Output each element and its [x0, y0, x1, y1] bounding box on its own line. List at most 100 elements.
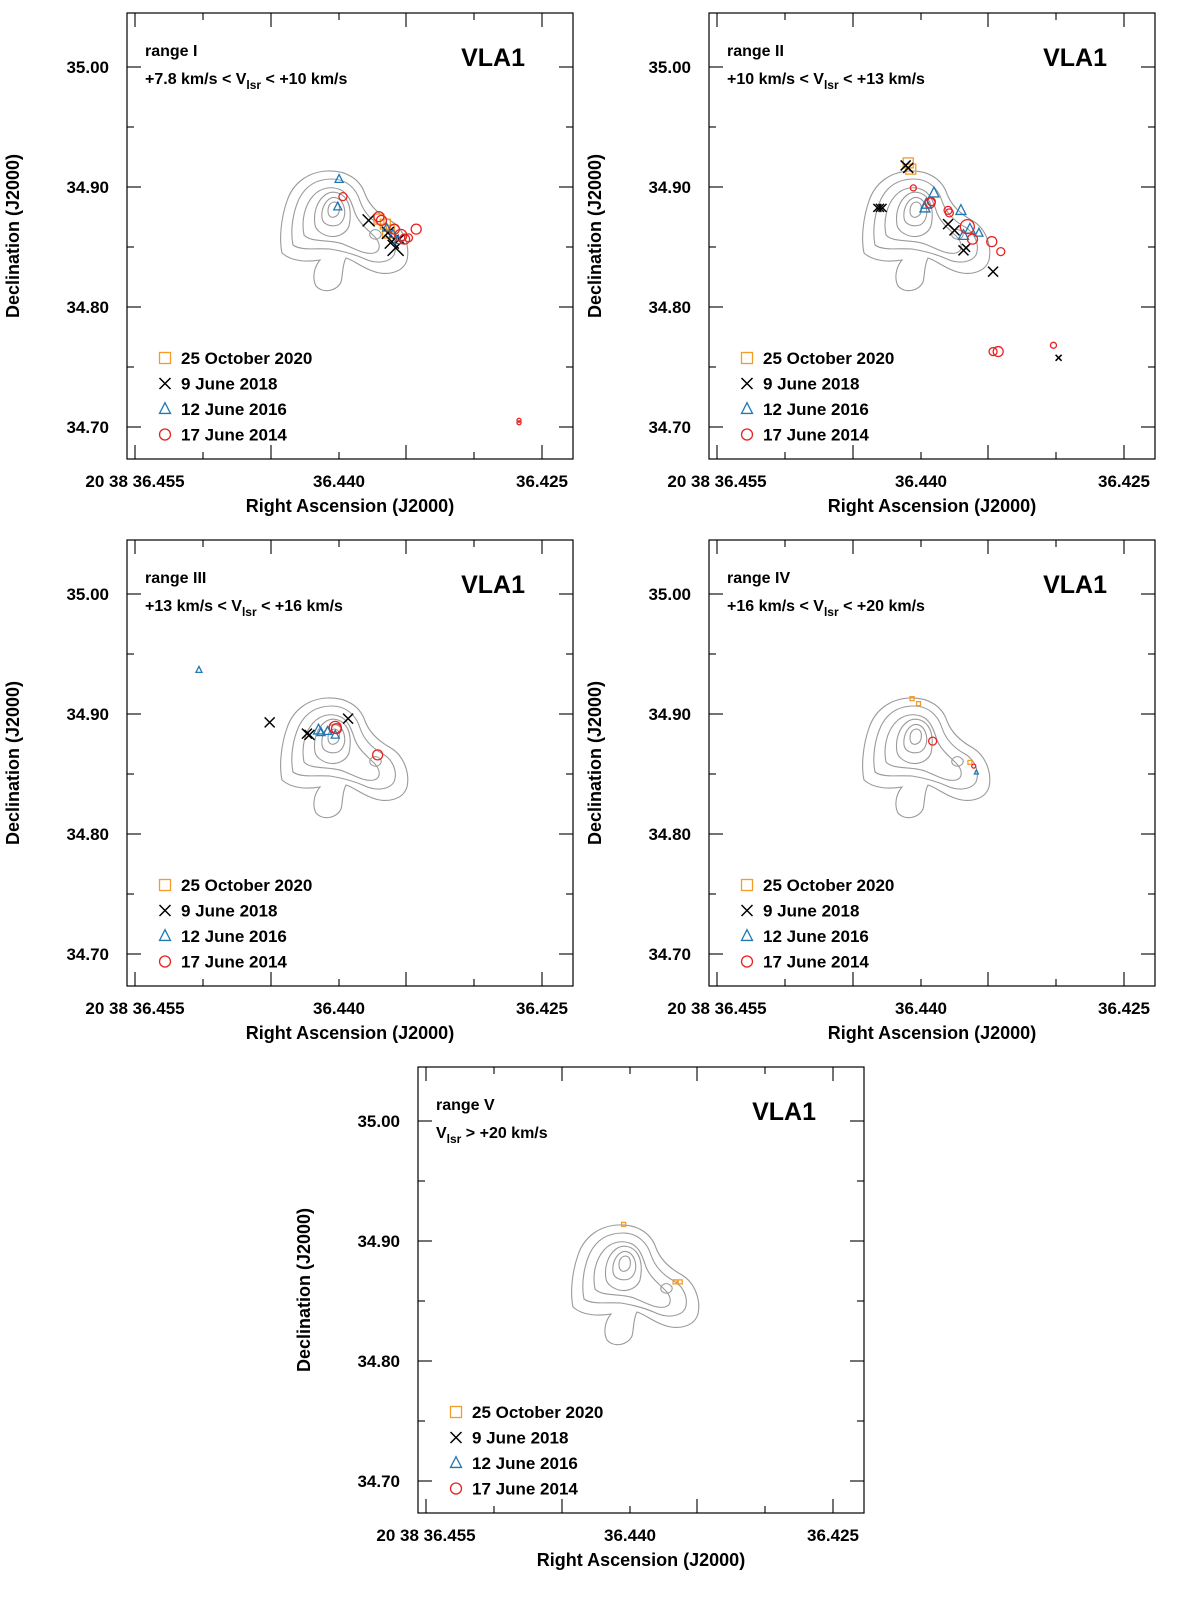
point-cross-2018 [1055, 354, 1063, 362]
legend-marker-circle [449, 1482, 463, 1495]
plot-frame [708, 12, 1156, 460]
point-square-2020 [677, 1279, 683, 1285]
y-axis-title: Declination (J2000) [3, 154, 23, 318]
y-tick-label: 34.80 [357, 1352, 400, 1371]
x-tick-label: 20 38 36.455 [85, 999, 184, 1018]
range-label: range V [436, 1097, 495, 1114]
point-cross-2018 [264, 716, 276, 728]
point-cross-2018 [877, 203, 888, 213]
contour-2 [873, 178, 978, 263]
plot-frame [417, 1066, 865, 1514]
point-triangle-2016 [957, 228, 970, 241]
velocity-range-sub: lsr [242, 605, 257, 619]
contour-map [862, 170, 991, 292]
legend-label: 12 June 2016 [181, 927, 287, 946]
panel-3: 20 38 36.455 36.440 36.425 35.00 34.90 34.80 3… [3, 539, 574, 1043]
point-cross-2018 [948, 224, 961, 236]
point-circle-2014 [330, 722, 343, 735]
point-cross-2018 [961, 243, 971, 253]
legend-label: 9 June 2018 [763, 375, 859, 394]
legend-marker-cross [740, 377, 754, 390]
point-circle-2014 [410, 223, 422, 235]
contour-7 [369, 229, 382, 240]
contour-7 [660, 1283, 673, 1294]
x-tick-label: 20 38 36.455 [667, 472, 766, 491]
contour-3 [884, 187, 962, 254]
legend: 25 October 2020 9 June 2018 12 June 2016 17… [740, 876, 894, 972]
y-tick-label: 35.00 [66, 58, 109, 77]
legend-marker-circle [158, 955, 172, 968]
legend-marker-triangle [449, 1455, 463, 1469]
contour-5 [903, 723, 928, 754]
y-tick-label: 35.00 [648, 585, 691, 604]
point-circle-2014 [516, 417, 522, 423]
legend-marker-square [158, 878, 172, 892]
contour-map [571, 1224, 700, 1346]
point-square-2020 [905, 163, 917, 175]
point-circle-2014 [988, 346, 998, 357]
legend-marker-circle [740, 428, 754, 441]
x-tick-label: 36.440 [313, 999, 365, 1018]
data-points [872, 157, 1063, 362]
y-axis-title: Declination (J2000) [585, 681, 605, 845]
velocity-range-label: Vlsr > +20 km/s [436, 1125, 548, 1146]
data-points [194, 665, 384, 761]
legend-label: 9 June 2018 [472, 1429, 568, 1448]
legend-marker-triangle [158, 401, 172, 415]
point-circle-2014 [986, 235, 998, 248]
velocity-range-post: < +13 km/s [839, 71, 925, 88]
legend-label: 9 June 2018 [763, 902, 859, 921]
velocity-range-pre: +10 km/s < V [727, 71, 824, 88]
legend-label: 17 June 2014 [181, 953, 287, 972]
panel-5: 20 38 36.455 36.440 36.425 35.00 34.90 34.80 3… [294, 1066, 865, 1570]
plot-frame [126, 12, 574, 460]
data-points [332, 173, 522, 426]
point-circle-2014 [966, 233, 979, 245]
legend-label: 12 June 2016 [472, 1454, 578, 1473]
contour-map [862, 697, 991, 819]
point-cross-2018 [902, 162, 914, 174]
point-circle-2014 [927, 736, 938, 746]
panel-2: 20 38 36.455 36.440 36.425 35.00 34.90 34.80 3… [585, 12, 1156, 516]
axis-ticks [418, 1067, 864, 1513]
panel-4: 20 38 36.455 36.440 36.425 35.00 34.90 34.80 3… [585, 539, 1156, 1043]
legend-label: 17 June 2014 [181, 426, 287, 445]
velocity-range-label: +16 km/s < Vlsr < +20 km/s [727, 598, 925, 619]
y-tick-label: 34.90 [66, 705, 109, 724]
point-circle-2014 [371, 749, 384, 761]
contour-1 [862, 697, 991, 819]
x-tick-label: 36.425 [807, 1526, 859, 1545]
contour-1 [571, 1224, 700, 1346]
point-triangle-2016 [334, 173, 345, 184]
velocity-range-label: +10 km/s < Vlsr < +13 km/s [727, 71, 925, 92]
contour-7 [951, 229, 964, 240]
y-tick-label: 35.00 [357, 1112, 400, 1131]
point-cross-2018 [875, 203, 885, 213]
velocity-range-sub: lsr [824, 605, 839, 619]
axis-ticks [127, 540, 573, 986]
data-points [620, 1221, 683, 1285]
point-triangle-2016 [954, 203, 967, 216]
contour-2 [582, 1232, 687, 1317]
contour-6 [909, 201, 922, 218]
point-square-2020 [967, 759, 973, 766]
point-circle-2014 [992, 345, 1004, 358]
point-square-2020 [909, 696, 915, 702]
point-triangle-2016 [332, 200, 343, 211]
velocity-range-pre: +16 km/s < V [727, 598, 824, 615]
y-tick-label: 35.00 [648, 58, 691, 77]
data-points [909, 696, 980, 775]
legend-label: 12 June 2016 [763, 400, 869, 419]
velocity-range-sub: lsr [246, 78, 261, 92]
point-square-2020 [915, 701, 922, 707]
point-square-2020 [672, 1279, 678, 1285]
y-tick-label: 35.00 [66, 585, 109, 604]
legend-label: 25 October 2020 [763, 349, 894, 368]
range-label: range II [727, 43, 784, 60]
legend-marker-triangle [740, 928, 754, 942]
legend-label: 25 October 2020 [181, 349, 312, 368]
contour-5 [903, 196, 928, 227]
y-axis-title: Declination (J2000) [585, 154, 605, 318]
contour-6 [618, 1255, 631, 1272]
